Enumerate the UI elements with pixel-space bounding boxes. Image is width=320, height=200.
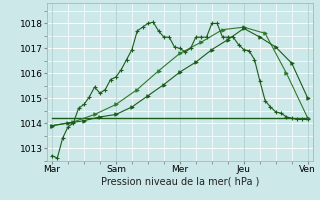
X-axis label: Pression niveau de la mer( hPa ): Pression niveau de la mer( hPa ): [101, 177, 259, 187]
